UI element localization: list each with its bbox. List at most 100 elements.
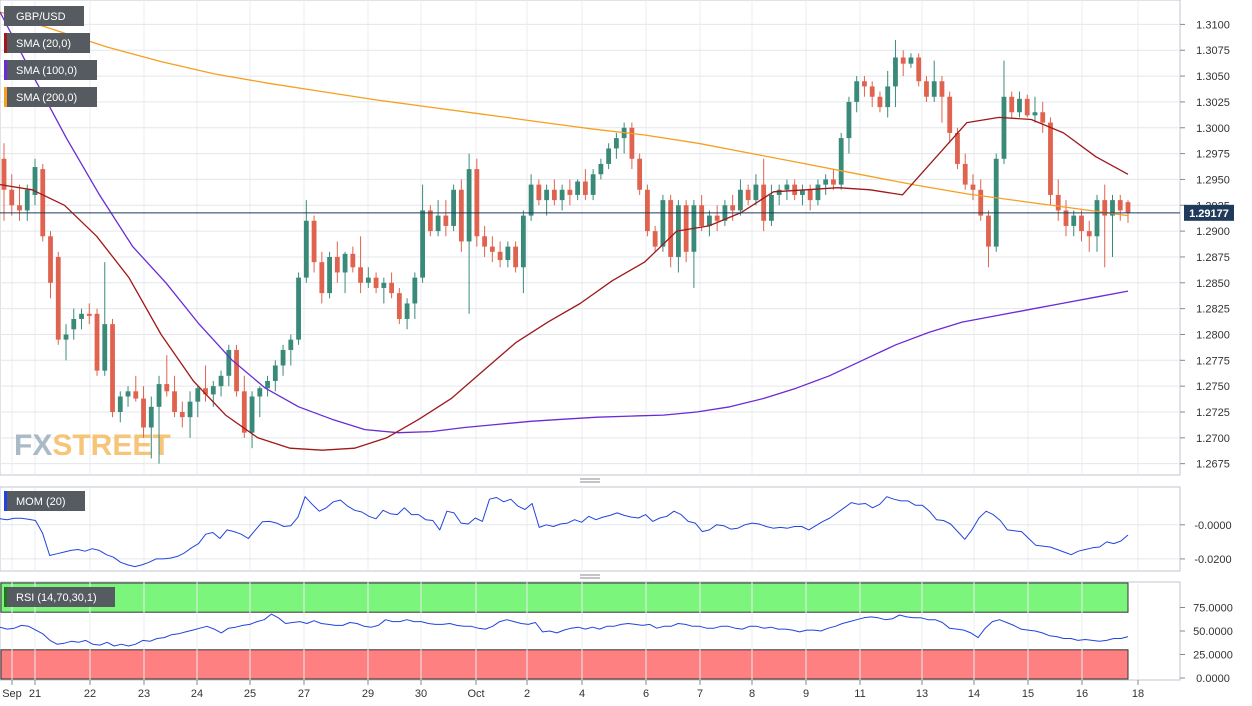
legend-color-bar xyxy=(4,87,7,107)
candle xyxy=(358,236,363,294)
candle-body xyxy=(412,277,418,304)
candle xyxy=(133,375,139,402)
time-tick-label: 6 xyxy=(643,688,649,700)
momentum-tick-label: -0.0000 xyxy=(1194,520,1231,532)
candle-body xyxy=(520,215,526,268)
legend-item[interactable]: SMA (20,0) xyxy=(4,33,90,53)
candle-body xyxy=(1071,215,1077,226)
candle-body xyxy=(179,411,185,418)
candle xyxy=(1117,194,1123,221)
candle-body xyxy=(117,396,123,412)
panel-splitter-2[interactable] xyxy=(580,574,600,579)
candle-body xyxy=(962,163,968,185)
rsi-line xyxy=(0,613,1129,647)
candle-body xyxy=(699,205,705,226)
candle xyxy=(714,205,720,232)
legend-item[interactable]: RSI (14,70,30,1) xyxy=(4,587,115,607)
candle-body xyxy=(48,236,53,283)
candle xyxy=(924,76,929,102)
price-tick-label: 1.2875 xyxy=(1196,252,1230,264)
candle-body xyxy=(1102,200,1108,216)
candle-body xyxy=(125,391,131,397)
candle-body xyxy=(869,86,875,97)
candle-body xyxy=(451,189,457,226)
legend-box xyxy=(4,491,85,511)
candle xyxy=(1086,220,1092,252)
time-tick-label: 23 xyxy=(138,688,150,700)
candle xyxy=(838,132,844,190)
candle xyxy=(962,153,968,190)
candle-body xyxy=(792,184,798,195)
rsi-tick-label: 50.0000 xyxy=(1193,626,1233,638)
candle-body xyxy=(955,132,960,164)
time-tick-label: 24 xyxy=(191,688,203,700)
legend-box xyxy=(4,60,97,80)
legend-item[interactable]: SMA (200,0) xyxy=(4,87,97,107)
time-tick-label: 18 xyxy=(1132,688,1144,700)
candle-body xyxy=(753,184,759,201)
candle-body xyxy=(404,303,410,319)
time-tick-label: Sep xyxy=(2,688,22,700)
panel-splitter-1[interactable] xyxy=(580,478,600,483)
legend-item[interactable]: GBP/USD xyxy=(4,6,84,26)
candle xyxy=(482,225,488,257)
candle xyxy=(427,205,433,237)
candle-body xyxy=(877,96,883,108)
candle-body xyxy=(854,81,860,102)
candle-body xyxy=(761,184,767,221)
candle xyxy=(451,184,457,232)
candle xyxy=(800,184,805,206)
candle xyxy=(955,127,960,170)
candle-body xyxy=(311,220,317,263)
candle xyxy=(218,370,224,397)
candle-body xyxy=(885,86,891,108)
candle-body xyxy=(9,189,15,206)
price-tick-label: 1.2900 xyxy=(1196,226,1230,238)
candle-body xyxy=(342,253,348,273)
candle-body xyxy=(1001,96,1007,159)
rsi-axis: 75.0000 50.0000 25.0000 0.0000 xyxy=(1180,603,1233,685)
candle-body xyxy=(551,189,557,201)
candle xyxy=(234,344,239,397)
time-tick-label: 11 xyxy=(854,688,865,700)
candle xyxy=(311,215,317,273)
candle xyxy=(652,225,658,252)
momentum-plot xyxy=(0,496,1129,568)
candle-body xyxy=(334,256,340,273)
candle xyxy=(893,39,898,108)
candle-body xyxy=(164,384,170,392)
legend-item[interactable]: SMA (100,0) xyxy=(4,60,97,80)
candle-body xyxy=(40,169,46,237)
candle-body xyxy=(427,210,433,232)
price-tick-label: 1.2850 xyxy=(1196,278,1230,290)
candle-body xyxy=(652,231,658,247)
candle xyxy=(466,153,472,314)
candle xyxy=(110,318,115,418)
rsi-tick-label: 25.0000 xyxy=(1193,650,1233,662)
rsi-grid xyxy=(11,582,1139,680)
candle xyxy=(993,153,999,252)
legend-item[interactable]: MOM (20) xyxy=(4,491,85,511)
candle-body xyxy=(683,205,689,252)
candle xyxy=(660,194,666,252)
candle xyxy=(559,184,565,211)
candle xyxy=(885,70,891,118)
candle xyxy=(497,241,503,268)
candle-body xyxy=(613,138,619,149)
time-tick-label: 13 xyxy=(916,688,928,700)
candle xyxy=(435,200,441,237)
price-tick-label: 1.3025 xyxy=(1196,97,1230,109)
candle xyxy=(1102,184,1108,268)
candle-body xyxy=(745,189,751,201)
main-plot-area xyxy=(0,0,1181,476)
candle xyxy=(792,179,798,201)
candle xyxy=(458,179,464,252)
time-tick-label: 21 xyxy=(29,688,41,700)
legend-color-bar xyxy=(4,491,7,511)
legend-label: RSI (14,70,30,1) xyxy=(16,592,97,604)
candle xyxy=(1001,60,1007,164)
candle-body xyxy=(831,179,836,185)
price-tick-label: 1.2700 xyxy=(1196,433,1230,445)
price-tick-label: 1.3100 xyxy=(1196,19,1230,31)
legend-label: SMA (100,0) xyxy=(16,65,77,77)
